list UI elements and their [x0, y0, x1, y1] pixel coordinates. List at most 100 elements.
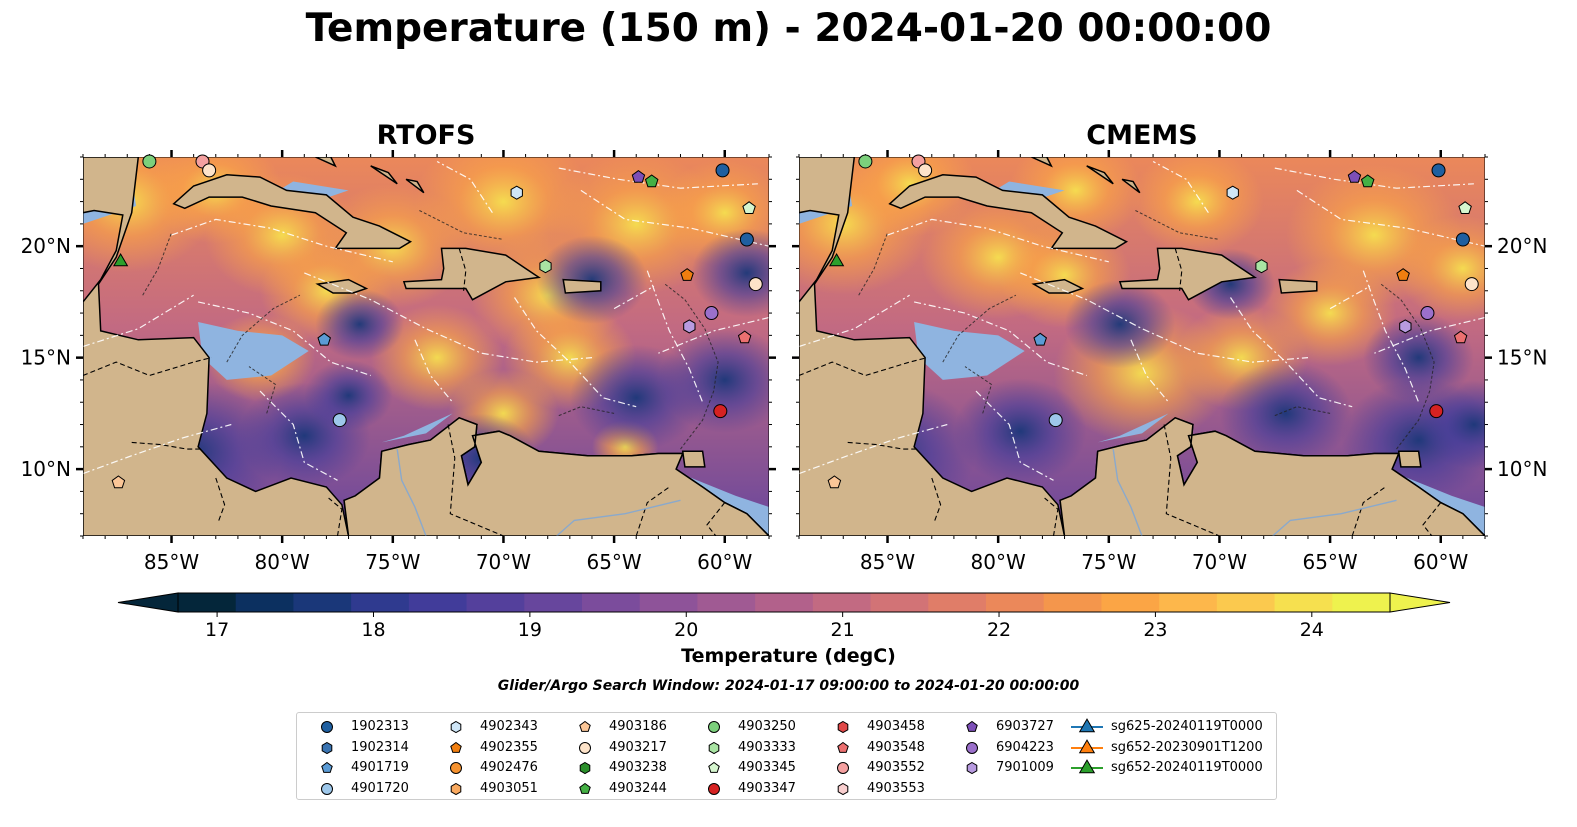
float-marker — [332, 413, 347, 428]
float-marker — [704, 306, 719, 321]
legend-glyph — [708, 721, 720, 733]
eez-boundary — [580, 189, 769, 247]
legend-glyph — [1078, 759, 1096, 774]
legend-label: 4903217 — [609, 739, 667, 755]
land-bahamas2 — [1086, 165, 1114, 185]
float-marker — [1399, 319, 1412, 334]
colorbar-segment — [408, 593, 468, 612]
bathymetry-contour — [419, 210, 504, 240]
country-border — [328, 497, 343, 536]
land-hispaniola — [402, 247, 541, 301]
colorbar-segment — [466, 593, 525, 612]
bathymetry-contour — [142, 232, 172, 296]
country-border — [447, 424, 504, 536]
float-marker — [918, 163, 933, 178]
float-marker — [510, 185, 523, 200]
legend-marker — [450, 741, 462, 753]
lon-tick-label: 70°W — [476, 550, 531, 574]
legend-label: 4902476 — [480, 760, 538, 775]
legend-label: 6904223 — [996, 739, 1054, 755]
temperature-anomaly — [304, 360, 393, 431]
legend-label: 4903458 — [867, 719, 925, 734]
legend-glyph — [837, 782, 849, 795]
colorbar-tick-label: 21 — [831, 619, 855, 641]
float-marker — [713, 404, 728, 419]
legend-glyph — [1078, 738, 1096, 753]
float-marker — [111, 475, 126, 489]
colorbar-tick-label: 18 — [361, 619, 385, 641]
legend-glyph — [579, 761, 591, 775]
bathymetry-contour — [964, 366, 993, 414]
legend-glyph — [708, 741, 720, 754]
float-marker — [748, 277, 763, 292]
legend-glyph — [966, 761, 978, 775]
shallow-water — [914, 322, 1025, 380]
legend-glyph — [837, 741, 849, 753]
legend-marker — [1071, 738, 1103, 753]
legend-label: 4903347 — [738, 780, 796, 796]
legend-label: 1902313 — [351, 719, 409, 734]
colorbar-segment — [1159, 593, 1218, 612]
legend-marker — [1071, 718, 1103, 733]
colorbar-segment — [986, 593, 1045, 612]
country-border — [847, 441, 917, 450]
country-border — [1351, 486, 1386, 536]
float-marker — [1396, 268, 1410, 281]
lat-tick-label: 20°N — [21, 234, 71, 258]
temperature-anomaly — [1064, 279, 1176, 369]
lon-tick-label: 80°W — [255, 550, 310, 574]
country-border — [1422, 502, 1442, 536]
country-border — [799, 357, 928, 377]
shallow-water — [198, 322, 309, 380]
eez-boundary — [646, 270, 704, 403]
bathymetry-contour — [664, 283, 719, 450]
legend-marker — [450, 720, 462, 734]
eez-boundary — [259, 390, 338, 481]
legend-glyph — [579, 720, 591, 732]
float-marker — [829, 252, 845, 267]
float-markers — [111, 154, 1479, 489]
legend-marker — [450, 782, 462, 795]
eez-boundary — [658, 316, 769, 354]
legend-glyph — [321, 782, 333, 795]
panel-title-rtofs: RTOFS — [376, 120, 476, 151]
temperature-anomaly — [536, 235, 648, 324]
bathymetry-contour — [858, 232, 888, 296]
colorbar-segment — [812, 593, 872, 612]
temperature-anomaly — [1219, 360, 1353, 467]
colorbar-segment — [1101, 593, 1160, 612]
lon-tick-label: 75°W — [365, 550, 420, 574]
temperature-anomaly — [1130, 157, 1264, 255]
colorbar-segment — [928, 593, 987, 612]
lat-tick-label: 15°N — [21, 346, 71, 370]
lon-tick-label: 60°W — [697, 550, 752, 574]
legend-marker — [708, 782, 720, 795]
legend-label: 4902343 — [480, 719, 538, 734]
colorbar-label: Temperature (degC) — [681, 645, 896, 667]
eez-boundary — [1130, 339, 1170, 403]
colorbar-segment — [1332, 593, 1391, 612]
country-border — [1163, 424, 1220, 536]
lon-tick-label: 60°W — [1413, 550, 1468, 574]
colorbar-segment — [293, 593, 352, 612]
lon-tick-label: 75°W — [1081, 550, 1136, 574]
legend-glyph — [321, 741, 333, 754]
land-puertoRico — [1278, 278, 1318, 294]
colorbar-segment — [351, 593, 410, 612]
legend-label: 4903548 — [867, 739, 925, 755]
country-border — [635, 486, 670, 536]
legend-glyph — [579, 741, 591, 754]
colorbar-tick-label: 17 — [205, 619, 229, 641]
float-marker — [1458, 201, 1472, 214]
map-axes: 85°W 80°W 75°W 70°W 65°W 60°W 10°N 15°N 20°N 85°W… — [21, 150, 1547, 574]
colorbar-tick-label: 20 — [674, 619, 698, 641]
legend-marker — [579, 782, 591, 794]
eez-boundary — [171, 218, 393, 263]
float-marker — [1226, 185, 1239, 200]
legend-label: 4903238 — [609, 760, 667, 775]
colorbar-segment — [524, 593, 583, 612]
float-marker — [142, 154, 157, 169]
colorbar-segment — [235, 593, 294, 612]
temperature-anomaly — [691, 228, 769, 318]
eez-boundary — [83, 294, 194, 348]
